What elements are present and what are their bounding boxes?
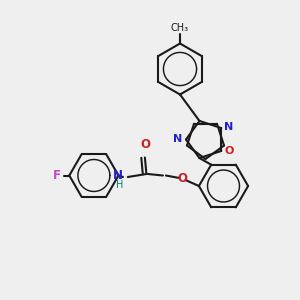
Text: O: O — [177, 172, 188, 185]
Text: N: N — [224, 122, 233, 131]
Text: F: F — [53, 169, 61, 182]
Text: H: H — [116, 179, 123, 190]
Text: N: N — [113, 169, 123, 182]
Text: N: N — [173, 134, 182, 145]
Text: O: O — [140, 138, 150, 151]
Text: O: O — [225, 146, 234, 156]
Text: CH₃: CH₃ — [171, 23, 189, 33]
